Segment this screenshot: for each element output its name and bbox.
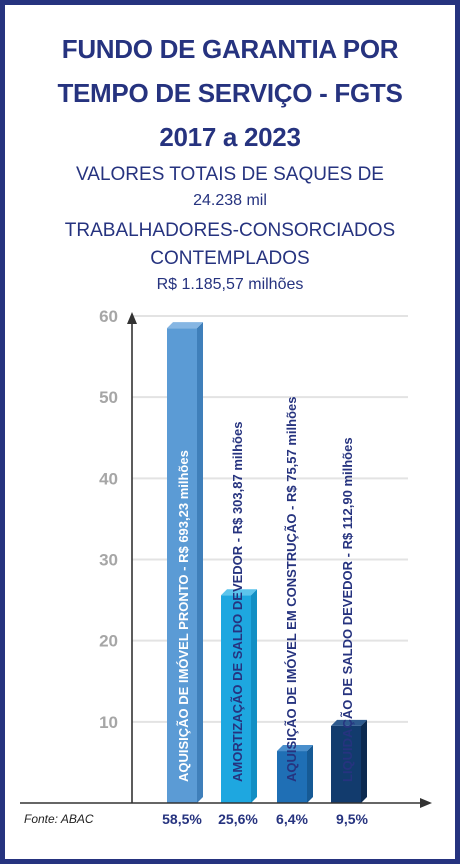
bar-2 xyxy=(277,751,307,803)
y-tick-label-5: 60 xyxy=(99,307,118,326)
title-line-1: FUNDO DE GARANTIA POR xyxy=(61,34,399,64)
title-line-2: TEMPO DE SERVIÇO - FGTS xyxy=(57,78,403,108)
category-label-0: AQUISIÇÃO DE IMÓVEL PRONTO - R$ 693,23 m… xyxy=(176,450,191,782)
category-label-1: AMORTIZAÇÃO DE SALDO DEVEDOR - R$ 303,87… xyxy=(230,422,245,782)
y-tick-label-4: 50 xyxy=(99,388,118,407)
bar-top-2 xyxy=(277,745,313,752)
title-line-3: 2017 a 2023 xyxy=(159,122,301,152)
bar-side-1 xyxy=(251,589,257,803)
bar-side-0 xyxy=(197,322,203,803)
bar-0 xyxy=(167,328,197,803)
value-label-0: 58,5% xyxy=(162,811,202,827)
category-label-3: LIQUIDAÇÃO DE SALDO DEVEDOR - R$ 112,90 … xyxy=(340,437,355,782)
bar-top-1 xyxy=(221,589,257,596)
bar-top-0 xyxy=(167,322,203,329)
value-label-1: 25,6% xyxy=(218,811,258,827)
x-axis-arrow xyxy=(420,798,432,808)
bar-top-3 xyxy=(331,719,367,726)
bar-1 xyxy=(221,595,251,803)
source-note: Fonte: ABAC xyxy=(24,812,94,826)
value-label-3: 9,5% xyxy=(336,811,368,827)
bar-side-3 xyxy=(361,719,367,803)
value-label-2: 6,4% xyxy=(276,811,308,827)
subtitle-line-2: 24.238 mil xyxy=(193,192,267,209)
subtitle-line-5: R$ 1.185,57 milhões xyxy=(156,276,304,293)
y-tick-label-1: 20 xyxy=(99,632,118,651)
y-tick-label-3: 40 xyxy=(99,469,118,488)
subtitle-line-3: TRABALHADORES-CONSORCIADOS xyxy=(64,220,396,241)
bar-side-2 xyxy=(307,745,313,803)
y-axis-arrow xyxy=(127,312,137,324)
y-tick-label-2: 30 xyxy=(99,551,118,570)
bar-3 xyxy=(331,725,361,803)
y-tick-label-0: 10 xyxy=(99,713,118,732)
subtitle-line-4: CONTEMPLADOS xyxy=(150,248,310,269)
category-label-2: AQUISIÇÃO DE IMÓVEL EM CONSTRUÇÃO - R$ 7… xyxy=(284,397,299,783)
subtitle-line-1: VALORES TOTAIS DE SAQUES DE xyxy=(76,164,384,185)
